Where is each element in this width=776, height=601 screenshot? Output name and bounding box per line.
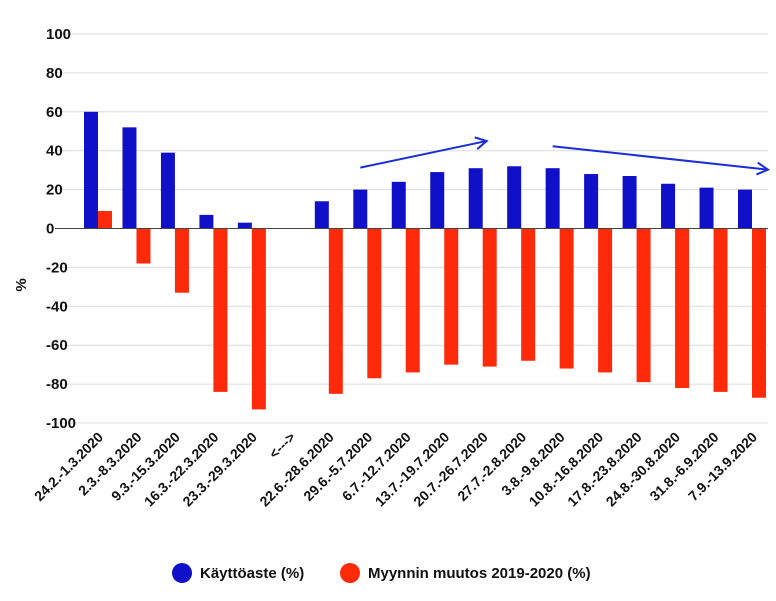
y-axis-ticks: 100 80 60 40 20 0 -20 -40 -60 -80 -100 — [46, 26, 76, 432]
bar-kayttoaste — [507, 166, 522, 229]
bar-kayttoaste — [738, 189, 752, 229]
bar-kayttoaste — [314, 201, 329, 229]
bar-kayttoaste — [391, 181, 406, 229]
legend-label: Myynnin muutos 2019-2020 (%) — [368, 565, 591, 582]
x-tick-label: <---> — [266, 429, 299, 462]
bars — [84, 111, 766, 410]
bar-kayttoaste — [584, 174, 599, 229]
bar-myynnin-muutos — [559, 228, 574, 369]
trend-arrow — [360, 141, 485, 169]
bar-kayttoaste — [622, 175, 637, 229]
bar-kayttoaste — [430, 172, 445, 229]
y-tick-label: 40 — [46, 143, 63, 160]
bar-myynnin-muutos — [328, 228, 343, 394]
bar-myynnin-muutos — [174, 228, 189, 293]
legend-swatch — [172, 563, 192, 583]
bar-kayttoaste — [237, 222, 252, 229]
x-axis-ticks: 24.2.-1.3.20202.3.-8.3.20209.3.-15.3.202… — [31, 429, 760, 510]
bar-myynnin-muutos — [136, 228, 151, 264]
y-tick-label: -40 — [46, 298, 68, 315]
y-tick-label: 0 — [46, 221, 54, 238]
bar-kayttoaste — [661, 183, 676, 229]
legend-label: Käyttöaste (%) — [200, 565, 304, 582]
y-tick-label: 80 — [46, 65, 63, 82]
bar-myynnin-muutos — [213, 228, 228, 392]
legend: Käyttöaste (%) Myynnin muutos 2019-2020 (… — [172, 563, 591, 583]
x-tick-label: 7.9.-13.9.2020 — [685, 429, 760, 504]
bar-myynnin-muutos — [482, 228, 497, 367]
trend-arrows — [360, 141, 767, 169]
bar-kayttoaste — [353, 189, 368, 229]
bar-myynnin-muutos — [98, 210, 112, 229]
y-tick-label: 20 — [46, 182, 63, 199]
bar-myynnin-muutos — [598, 228, 613, 373]
y-tick-label: -20 — [46, 259, 68, 276]
bar-myynnin-muutos — [636, 228, 651, 383]
bar-kayttoaste — [199, 214, 214, 229]
legend-swatch — [340, 563, 360, 583]
bar-myynnin-muutos — [405, 228, 420, 373]
bar-kayttoaste — [84, 111, 98, 229]
bar-kayttoaste — [545, 168, 560, 229]
bar-kayttoaste — [699, 187, 714, 229]
bar-myynnin-muutos — [444, 228, 459, 365]
bar-myynnin-muutos — [713, 228, 728, 392]
bar-myynnin-muutos — [752, 228, 766, 398]
bar-myynnin-muutos — [251, 228, 266, 410]
bar-myynnin-muutos — [367, 228, 382, 379]
y-tick-label: -80 — [46, 376, 68, 393]
y-tick-label: 60 — [46, 104, 63, 121]
trend-arrow — [552, 145, 767, 169]
bar-kayttoaste — [160, 152, 175, 229]
bar-kayttoaste — [468, 168, 483, 229]
bar-kayttoaste — [122, 127, 137, 229]
y-tick-label: 100 — [46, 26, 71, 43]
y-tick-label: -60 — [46, 337, 68, 354]
bar-myynnin-muutos — [675, 228, 690, 388]
y-tick-label: -100 — [46, 415, 76, 432]
y-axis-label: % — [13, 278, 30, 291]
bar-myynnin-muutos — [521, 228, 536, 361]
